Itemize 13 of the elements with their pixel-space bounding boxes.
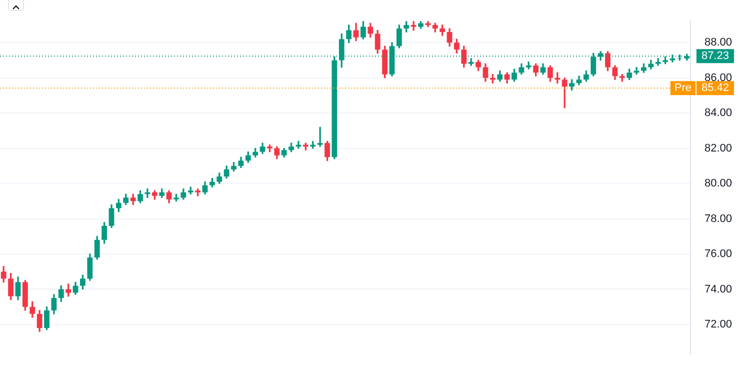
y-tick-label: 76.00: [704, 248, 732, 260]
y-tick-label: 78.00: [704, 212, 732, 225]
y-tick-label: 84.00: [704, 107, 732, 120]
y-tick-label: 72.00: [704, 318, 732, 330]
ref-line-label: Pre 85.42: [674, 82, 730, 94]
y-tick-label: 74.00: [704, 283, 732, 296]
candlestick: [410, 21, 416, 31]
y-tick-label: 88.00: [704, 36, 732, 49]
y-tick-label: 86.00: [704, 72, 732, 84]
ref-line-label: 87.23: [701, 50, 730, 62]
y-tick-label: 82.00: [704, 142, 732, 154]
candlestick: [317, 126, 323, 147]
y-tick-label: 80.00: [704, 178, 732, 190]
